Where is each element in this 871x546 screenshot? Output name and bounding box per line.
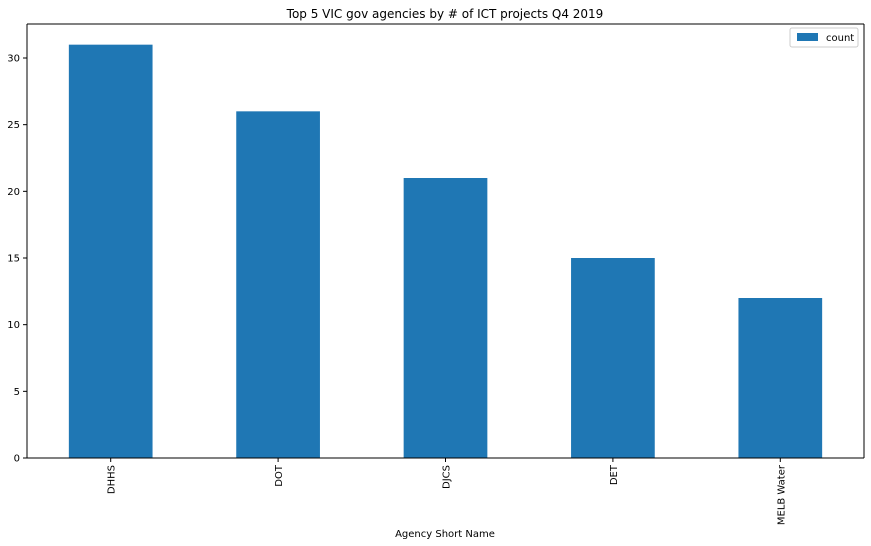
- y-tick-label: 25: [7, 120, 20, 131]
- chart-title: Top 5 VIC gov agencies by # of ICT proje…: [286, 7, 604, 21]
- y-tick-label: 5: [14, 387, 20, 398]
- y-tick-label: 30: [7, 54, 20, 65]
- x-tick-label: DOT: [274, 464, 285, 487]
- x-tick-label: DJCS: [442, 465, 453, 489]
- legend-swatch: [797, 33, 818, 41]
- legend-label: count: [826, 33, 854, 44]
- y-tick-label: 20: [7, 187, 20, 198]
- bar-dot: [236, 111, 320, 458]
- x-tick-label: DHHS: [107, 465, 118, 494]
- plot-frame: [26, 23, 865, 459]
- bar-dhhs: [68, 44, 153, 459]
- x-axis: DHHS DOT DJCS DET MELB Water: [107, 458, 787, 525]
- y-tick-label: 0: [14, 454, 20, 465]
- legend: count: [789, 27, 859, 48]
- bar-det: [571, 258, 655, 458]
- y-axis: 0 5 10 15 20 25 30: [7, 54, 27, 465]
- legend-box: [789, 27, 859, 48]
- x-tick-label: MELB Water: [776, 464, 787, 525]
- y-tick-label: 10: [7, 320, 20, 331]
- x-axis-label: Agency Short Name: [395, 529, 495, 540]
- bars-group: [68, 44, 823, 459]
- bar-melb-water: [738, 298, 823, 458]
- bar-djcs: [403, 178, 488, 458]
- y-tick-label: 15: [7, 254, 20, 265]
- x-tick-label: DET: [609, 464, 620, 485]
